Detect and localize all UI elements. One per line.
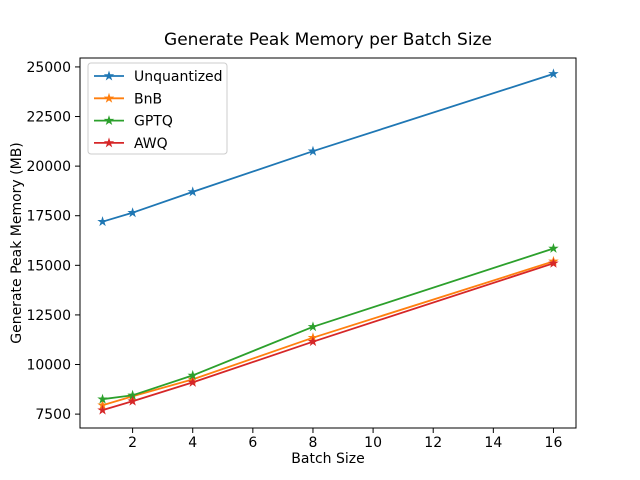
series-marker-gptq — [127, 389, 138, 400]
series-marker-bnb — [97, 399, 108, 410]
legend-label: Unquantized — [134, 69, 223, 85]
series-marker-unquantized — [127, 207, 138, 218]
y-tick-label: 12500 — [26, 308, 71, 324]
x-tick-label: 6 — [248, 435, 257, 451]
series-marker-unquantized — [187, 186, 198, 197]
legend-item-unquantized: Unquantized — [94, 69, 223, 85]
y-tick-label: 25000 — [26, 60, 71, 76]
y-tick-label: 10000 — [26, 358, 71, 374]
legend-marker-awq-icon — [103, 137, 115, 148]
legend: Unquantized BnB GPTQ AWQ — [87, 62, 228, 155]
series-marker-awq — [127, 395, 138, 406]
x-axis-label: Batch Size — [291, 451, 365, 467]
series-marker-gptq — [307, 321, 319, 332]
legend-marker-bnb-icon — [103, 92, 115, 103]
legend-item-awq: AWQ — [94, 136, 168, 152]
series-marker-awq — [187, 376, 198, 387]
plot-frame — [79, 57, 577, 429]
series-marker-unquantized — [97, 216, 108, 227]
y-tick-label: 7500 — [35, 407, 71, 423]
x-tick-label: 8 — [309, 435, 318, 451]
series-marker-gptq — [97, 393, 108, 404]
series-line-gptq — [102, 247, 554, 401]
series-marker-gptq — [187, 369, 198, 380]
x-tick-label: 14 — [484, 435, 502, 451]
y-tick-label: 20000 — [26, 159, 71, 175]
series-marker-gptq — [548, 242, 559, 253]
x-tick-label: 16 — [545, 435, 563, 451]
x-tick-label: 2 — [128, 435, 137, 451]
y-tick-label: 22500 — [26, 110, 71, 126]
y-tick-label: 15000 — [26, 258, 71, 274]
chart-title: Generate Peak Memory per Batch Size — [164, 30, 492, 50]
legend-label: BnB — [134, 91, 162, 107]
x-tick-label: 4 — [188, 435, 197, 451]
legend-marker-gptq-icon — [103, 115, 115, 126]
legend-label: AWQ — [134, 136, 168, 152]
series-line-awq — [102, 262, 554, 411]
x-tick-label: 12 — [424, 435, 442, 451]
x-tick-label: 10 — [364, 435, 382, 451]
series-marker-awq — [548, 257, 559, 268]
series-marker-awq — [97, 404, 108, 415]
series-marker-unquantized — [307, 145, 319, 156]
y-tick-label: 17500 — [26, 209, 71, 225]
series-marker-awq — [307, 336, 319, 347]
legend-marker-unquantized-icon — [103, 70, 115, 81]
series-marker-unquantized — [548, 68, 559, 79]
legend-label: GPTQ — [134, 114, 173, 130]
legend-item-bnb: BnB — [94, 91, 162, 107]
legend-item-gptq: GPTQ — [94, 114, 173, 130]
legend-box — [87, 62, 228, 155]
